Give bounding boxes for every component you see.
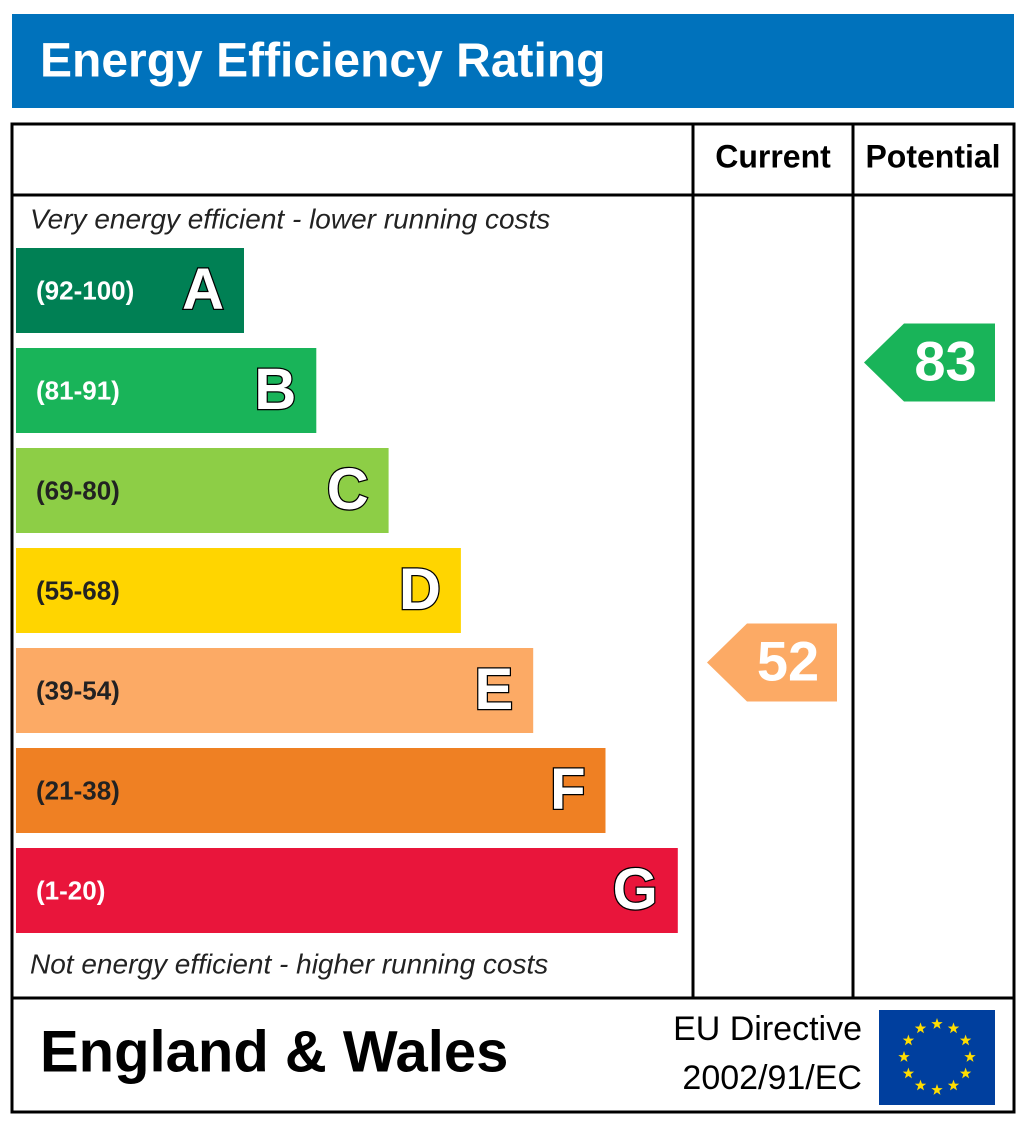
- band-letter: F: [550, 757, 585, 822]
- band-range: (39-54): [36, 675, 120, 705]
- band-bar: [16, 848, 678, 933]
- band-letter: C: [327, 457, 369, 522]
- band-bar: [16, 448, 389, 533]
- directive: EU Directive: [673, 1010, 862, 1048]
- eu-star: [959, 1067, 972, 1079]
- band-letter: A: [182, 257, 224, 322]
- rating-arrow: [707, 623, 837, 702]
- eu-star: [947, 1022, 960, 1034]
- eu-star: [931, 1018, 943, 1029]
- band-range: (69-80): [36, 475, 120, 505]
- rating-value: 83: [914, 329, 976, 392]
- title-bar: [12, 14, 1014, 108]
- band-letter: D: [399, 557, 441, 622]
- eu-star: [914, 1022, 927, 1034]
- band-letter: B: [254, 357, 296, 422]
- band-bar: [16, 548, 461, 633]
- title: Energy Efficiency Rating: [40, 35, 605, 88]
- top-note: Very energy efficient - lower running co…: [30, 203, 550, 234]
- band-bar: [16, 248, 244, 333]
- eu-stars: [898, 1018, 976, 1095]
- band-range: (55-68): [36, 575, 120, 605]
- band-range: (1-20): [36, 875, 105, 905]
- header-current: Current: [715, 138, 831, 174]
- bottom-note: Not energy efficient - higher running co…: [30, 948, 548, 979]
- eu-star: [931, 1084, 943, 1095]
- band-range: (92-100): [36, 275, 134, 305]
- frame: [10, 122, 1016, 1114]
- band-bar: [16, 348, 317, 433]
- eu-star: [947, 1079, 960, 1091]
- eu-star: [964, 1051, 976, 1062]
- band-bar: [16, 648, 534, 733]
- eu-star: [959, 1034, 972, 1046]
- band-bar: [16, 748, 606, 833]
- eu-star: [914, 1079, 927, 1091]
- band-letter: G: [613, 857, 658, 922]
- eu-star: [902, 1067, 915, 1079]
- eu-star: [898, 1051, 910, 1062]
- header-potential: Potential: [865, 138, 1000, 174]
- band-range: (81-91): [36, 375, 120, 405]
- band-letter: E: [475, 657, 514, 722]
- eu-star: [902, 1034, 915, 1046]
- directive: 2002/91/EC: [682, 1059, 862, 1097]
- rating-arrow: [864, 323, 995, 402]
- region: England & Wales: [40, 1019, 508, 1084]
- band-range: (21-38): [36, 775, 120, 805]
- rating-value: 52: [757, 629, 819, 692]
